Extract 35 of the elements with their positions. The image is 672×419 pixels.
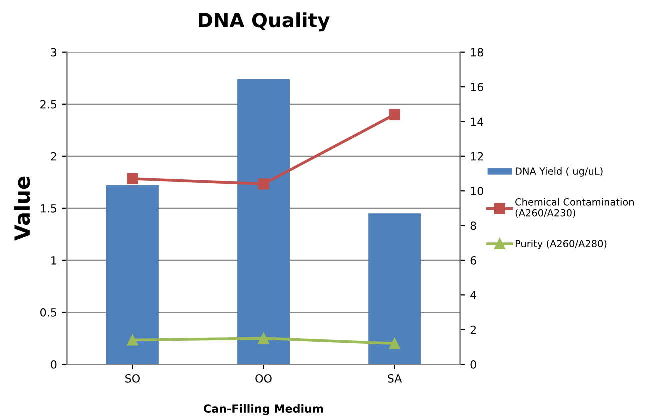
x-tick-label: SA	[388, 374, 402, 383]
y-tick-label: 0.5	[40, 308, 57, 317]
y2-tick-label: 16	[471, 83, 484, 92]
point	[389, 109, 400, 120]
bar	[368, 214, 422, 365]
y2-tick-label: 12	[471, 152, 484, 161]
point	[258, 332, 270, 344]
y2-tick-label: 18	[471, 48, 484, 57]
y2-tick-label: 8	[470, 222, 476, 230]
y2-tick-label: 6	[470, 256, 476, 265]
legend-label: Purity (A260/A280)	[516, 240, 607, 250]
chart-title: DNA Quality	[199, 12, 330, 32]
point	[258, 178, 270, 190]
point	[389, 338, 400, 350]
y2-tick-label: 10	[471, 187, 484, 196]
legend-label: Chemical Contamination (A260/A230)	[516, 198, 634, 218]
y-tick-label: 3	[51, 48, 57, 57]
x-tick-label: SO	[126, 374, 140, 383]
y-tick-label: 0	[51, 360, 57, 369]
point	[127, 173, 138, 185]
y2-tick-label: 0	[470, 360, 476, 369]
y-tick-label: 1.5	[41, 204, 57, 213]
y-axis-title: Value	[14, 176, 30, 241]
y-tick-label: 2.5	[40, 100, 57, 109]
x-axis-title: Can-Filling Medium	[204, 404, 324, 416]
x-tick-label: OO	[256, 374, 272, 383]
y2-tick-label: 14	[471, 118, 484, 126]
bar	[106, 186, 159, 365]
y-tick-label: 2	[51, 152, 56, 161]
point	[127, 334, 138, 346]
bar	[238, 79, 290, 365]
y2-tick-label: 4	[470, 291, 476, 300]
y2-tick-label: 2	[470, 326, 476, 334]
y-tick-label: 1	[52, 256, 56, 265]
legend-label: DNA Yield ( ug/uL)	[516, 168, 603, 177]
